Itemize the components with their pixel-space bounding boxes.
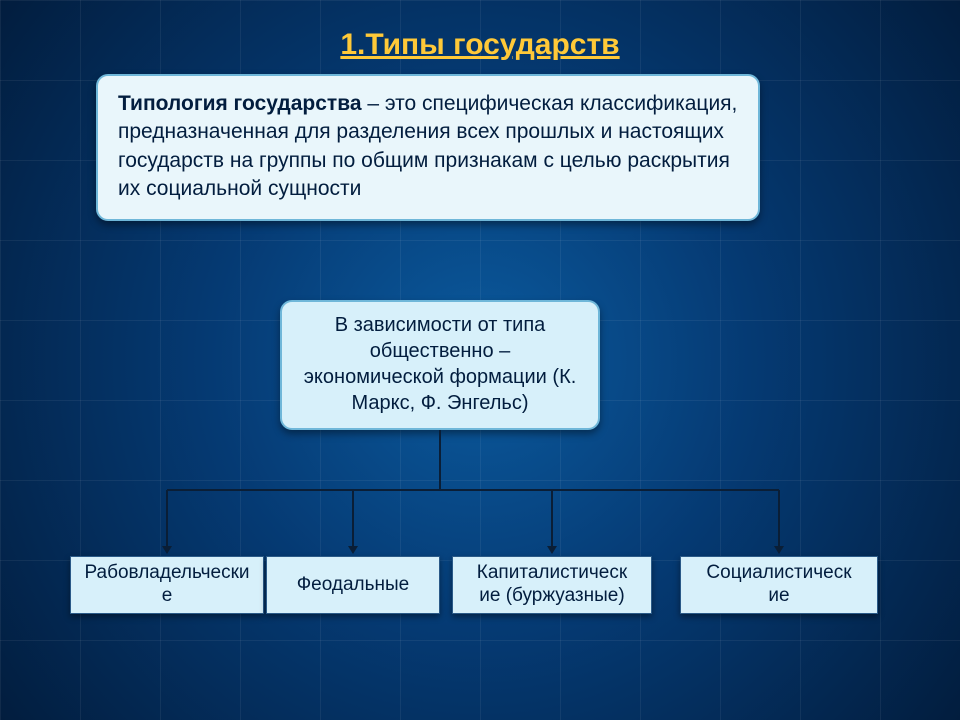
slide-root: 1.Типы государств Типология государства … [0, 0, 960, 720]
center-node: В зависимости от типа общественно – экон… [280, 300, 600, 430]
leaf-node: Капиталистические (буржуазные) [452, 556, 652, 614]
leaf-node: Рабовладельческие [70, 556, 264, 614]
definition-lead: Типология государства [118, 92, 362, 115]
slide-title-text: 1.Типы государств [340, 28, 619, 61]
leaf-node: Социалистические [680, 556, 878, 614]
center-node-text: В зависимости от типа общественно – экон… [304, 314, 577, 414]
slide-title: 1.Типы государств [0, 28, 960, 62]
leaf-node: Феодальные [266, 556, 440, 614]
definition-line2: их социальной сущности [118, 177, 361, 200]
definition-box: Типология государства – это специфическа… [96, 74, 760, 221]
